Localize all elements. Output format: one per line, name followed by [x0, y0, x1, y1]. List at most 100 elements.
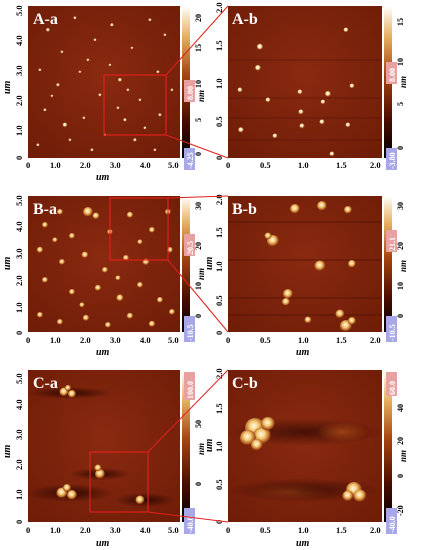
svg-text:0: 0 [26, 525, 30, 535]
colorbar-ticks-C-a: 50 0 [194, 420, 203, 486]
scale-min-B-b: -10.5 [388, 324, 397, 341]
zoom-connectors-B [167, 195, 229, 333]
svg-text:1.0: 1.0 [50, 525, 61, 535]
svg-text:5.0: 5.0 [14, 5, 24, 16]
y-ticks-B-a: 0 1.0 2.0 3.0 4.0 5.0 [14, 195, 24, 335]
colorbar-unit-B-a: nm [196, 268, 206, 280]
xlabel-B-a: um [96, 347, 110, 358]
svg-text:1.0: 1.0 [214, 441, 224, 452]
svg-text:2.0: 2.0 [80, 160, 91, 170]
colorbar-C-b [384, 370, 392, 522]
svg-text:1.0: 1.0 [298, 335, 309, 345]
svg-text:20: 20 [194, 242, 203, 250]
svg-text:1.0: 1.0 [214, 78, 224, 89]
svg-text:30: 30 [194, 202, 203, 210]
svg-text:1.0: 1.0 [50, 335, 61, 345]
scale-max-C-b: 60.0 [388, 381, 397, 395]
scale-min-A-a: -4.25 [186, 152, 195, 169]
x-ticks-A-a: 0 1.0 2.0 3.0 4.0 5.0 [26, 160, 179, 170]
svg-text:1.0: 1.0 [14, 489, 24, 500]
panel-label-B-b: B-b [232, 201, 257, 218]
x-ticks-A-b: 0 0.5 1.0 1.5 2.0 [226, 160, 381, 170]
svg-text:0.5: 0.5 [214, 116, 224, 127]
colorbar-C-a [182, 370, 190, 522]
svg-text:0.5: 0.5 [260, 525, 271, 535]
svg-text:3.0: 3.0 [14, 248, 24, 259]
svg-text:3.0: 3.0 [110, 160, 121, 170]
scale-max-badge-C-b [386, 372, 397, 396]
y-ticks-A-a: 0 1.0 2.0 3.0 4.0 5.0 [14, 5, 24, 160]
svg-text:0: 0 [194, 314, 203, 318]
svg-text:0: 0 [26, 335, 30, 345]
scale-min-badge-A-b [386, 148, 397, 170]
ylabel-C-a: um [2, 444, 13, 458]
y-ticks-A-b: 0 0.5 1.0 1.5 2.0 [214, 2, 224, 160]
svg-text:4.0: 4.0 [14, 221, 24, 232]
zoom-box-A-a [103, 74, 167, 136]
svg-text:0: 0 [14, 156, 24, 160]
scale-min-badge-C-b [386, 508, 397, 534]
panel-C-b: C-b 0 0.5 1.0 1.5 2.0 um 0 0.5 1.0 1.5 2… [204, 368, 408, 549]
svg-text:2.0: 2.0 [14, 275, 24, 286]
scale-max-B-a: 20.5 [186, 241, 195, 255]
x-ticks-B-b: 0 0.5 1.0 1.5 2.0 [226, 335, 381, 345]
svg-text:30: 30 [396, 202, 405, 210]
scale-min-B-a: -10.5 [186, 324, 195, 341]
afm-image-B-b [228, 196, 382, 332]
svg-text:2.0: 2.0 [370, 160, 381, 170]
svg-text:5.0: 5.0 [168, 525, 179, 535]
scale-max-B-b: 21.1 [388, 237, 397, 251]
svg-text:50: 50 [194, 420, 203, 428]
colorbar-unit-B-b: nm [398, 260, 408, 272]
svg-text:2.0: 2.0 [14, 95, 24, 106]
scale-max-A-b: 8.00 [388, 68, 397, 82]
particles-A-b [237, 27, 355, 157]
svg-text:2.0: 2.0 [370, 525, 381, 535]
panel-A-b: A-b 0 0.5 1.0 1.5 2.0 0 0.5 1.0 1.5 2.0 … [214, 2, 408, 170]
scale-min-C-a: -40.0 [186, 516, 195, 533]
scale-max-A-a: 8.00 [186, 86, 195, 100]
svg-text:5.0: 5.0 [168, 160, 179, 170]
svg-text:5.0: 5.0 [168, 335, 179, 345]
x-ticks-B-a: 0 1.0 2.0 3.0 4.0 5.0 [26, 335, 179, 345]
svg-text:20: 20 [396, 242, 405, 250]
svg-text:0: 0 [226, 335, 230, 345]
xlabel-C-b: um [296, 538, 310, 549]
svg-text:0: 0 [396, 314, 405, 318]
svg-text:1.0: 1.0 [298, 160, 309, 170]
svg-text:4.0: 4.0 [140, 525, 151, 535]
svg-text:4.0: 4.0 [140, 160, 151, 170]
svg-text:2.0: 2.0 [80, 335, 91, 345]
afm-image-A-b [228, 6, 382, 158]
svg-text:0: 0 [214, 156, 224, 160]
y-ticks-C-a: 0 1.0 2.0 3.0 4.0 5.0 [14, 373, 24, 524]
particles-B-b [264, 201, 356, 332]
particles-A-a [36, 16, 174, 152]
colorbar-ticks-B-b: 30 20 10 0 [396, 202, 405, 318]
panel-C-a: C-a 0 1.0 2.0 3.0 4.0 5.0 um 0 1.0 2.0 3… [2, 370, 206, 549]
scale-max-C-a: 100.0 [186, 381, 195, 399]
svg-text:1.5: 1.5 [214, 227, 224, 238]
svg-text:1.0: 1.0 [14, 125, 24, 136]
scan-lines-A-b [228, 59, 382, 141]
scale-min-badge-B-a [184, 316, 195, 342]
y-ticks-C-b: 0 0.5 1.0 1.5 2.0 [214, 368, 224, 524]
zoom-connectors-A [165, 5, 229, 159]
svg-text:5: 5 [194, 118, 203, 122]
panel-label-A-b: A-b [232, 11, 258, 28]
scale-min-badge-C-a [184, 508, 195, 534]
svg-text:0: 0 [214, 520, 224, 524]
scale-max-badge-B-a [184, 234, 195, 256]
xlabel-A-a: um [96, 172, 110, 183]
svg-text:20: 20 [194, 14, 203, 22]
xlabel-B-b: um [296, 347, 310, 358]
svg-text:1.5: 1.5 [336, 160, 347, 170]
svg-text:0.5: 0.5 [214, 295, 224, 306]
scale-max-badge-B-b [386, 230, 397, 252]
svg-text:1.0: 1.0 [50, 160, 61, 170]
colorbar-unit-A-b: nm [398, 76, 408, 88]
svg-text:15: 15 [194, 44, 203, 52]
panel-B-a: B-a 0 1.0 2.0 3.0 4.0 5.0 um 0 1.0 2.0 3… [2, 195, 206, 358]
svg-text:3.0: 3.0 [110, 335, 121, 345]
